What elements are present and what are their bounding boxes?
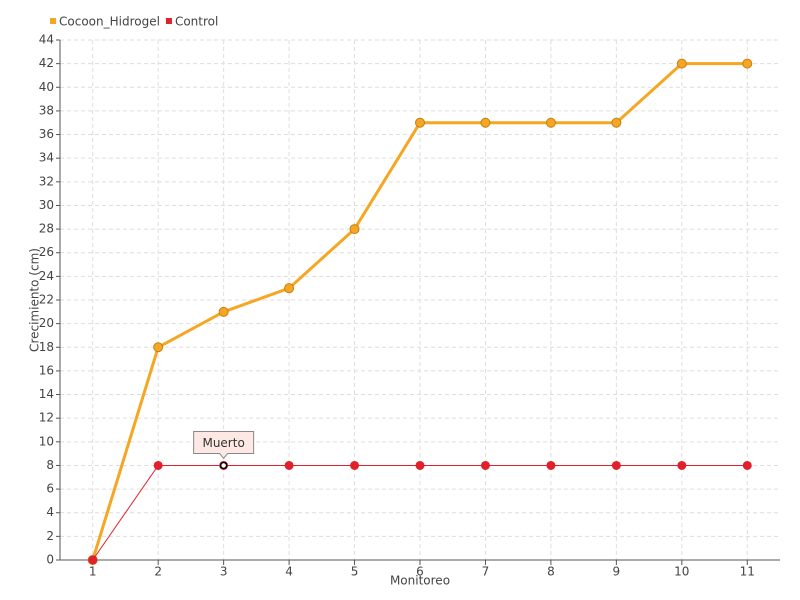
y-tick-label: 0 bbox=[46, 553, 54, 567]
x-tick-label: 4 bbox=[285, 565, 293, 579]
legend-label: Cocoon_Hidrogel bbox=[59, 15, 160, 29]
data-point bbox=[284, 283, 295, 294]
x-tick-label: 11 bbox=[740, 565, 755, 579]
tooltip-box bbox=[193, 430, 255, 460]
data-point bbox=[415, 460, 425, 470]
y-tick-label: 40 bbox=[39, 80, 54, 94]
y-tick-label: 6 bbox=[46, 482, 54, 496]
x-tick-label: 9 bbox=[613, 565, 621, 579]
y-tick-label: 18 bbox=[39, 340, 54, 354]
y-tick-label: 2 bbox=[46, 529, 54, 543]
x-tick-label: 10 bbox=[674, 565, 689, 579]
y-tick-label: 12 bbox=[39, 411, 54, 425]
x-tick-label: 8 bbox=[547, 565, 555, 579]
x-tick-label: 1 bbox=[89, 565, 97, 579]
y-tick-label: 28 bbox=[39, 222, 54, 236]
y-tick-label: 8 bbox=[46, 458, 54, 472]
data-point bbox=[611, 460, 621, 470]
data-point bbox=[546, 460, 556, 470]
legend-swatch bbox=[165, 18, 172, 24]
data-point bbox=[284, 460, 294, 470]
data-point bbox=[480, 117, 491, 128]
data-point bbox=[415, 117, 425, 128]
y-tick-label: 16 bbox=[39, 363, 54, 377]
y-tick-label: 32 bbox=[39, 174, 54, 188]
data-point bbox=[742, 58, 753, 69]
y-tick-label: 24 bbox=[39, 269, 54, 283]
y-tick-label: 22 bbox=[39, 293, 54, 307]
data-point bbox=[350, 460, 360, 470]
data-point bbox=[677, 460, 687, 470]
y-tick-label: 26 bbox=[39, 245, 54, 259]
data-point bbox=[349, 224, 360, 235]
data-point bbox=[676, 58, 687, 69]
x-tick-label: 6 bbox=[416, 565, 424, 579]
x-axis-label: Monitoreo bbox=[390, 574, 450, 588]
data-point bbox=[218, 306, 229, 317]
y-tick-label: 44 bbox=[39, 33, 54, 47]
y-tick-label: 4 bbox=[46, 505, 54, 519]
data-point bbox=[153, 460, 163, 470]
x-tick-label: 5 bbox=[351, 565, 359, 579]
highlight-point bbox=[219, 461, 228, 470]
tooltip-text: Muerto bbox=[202, 436, 244, 450]
data-point bbox=[611, 117, 622, 128]
y-tick-label: 10 bbox=[39, 434, 54, 448]
x-tick-label: 3 bbox=[220, 565, 228, 579]
y-tick-label: 38 bbox=[39, 103, 54, 117]
x-tick-label: 2 bbox=[154, 565, 162, 579]
y-tick-label: 30 bbox=[39, 198, 54, 212]
legend-label: Control bbox=[175, 15, 218, 29]
x-tick-label: 7 bbox=[482, 565, 490, 579]
y-tick-label: 34 bbox=[39, 151, 54, 165]
data-point bbox=[480, 460, 490, 470]
data-point bbox=[545, 117, 556, 128]
y-tick-label: 14 bbox=[39, 387, 54, 401]
y-tick-label: 42 bbox=[39, 56, 54, 70]
data-point bbox=[742, 460, 752, 470]
y-tick-label: 20 bbox=[39, 316, 54, 330]
data-point bbox=[88, 555, 98, 565]
y-axis-label: Crecimiento (cm) bbox=[28, 248, 42, 352]
legend-swatch bbox=[50, 18, 56, 24]
y-tick-label: 36 bbox=[39, 127, 54, 141]
data-point bbox=[153, 342, 164, 353]
